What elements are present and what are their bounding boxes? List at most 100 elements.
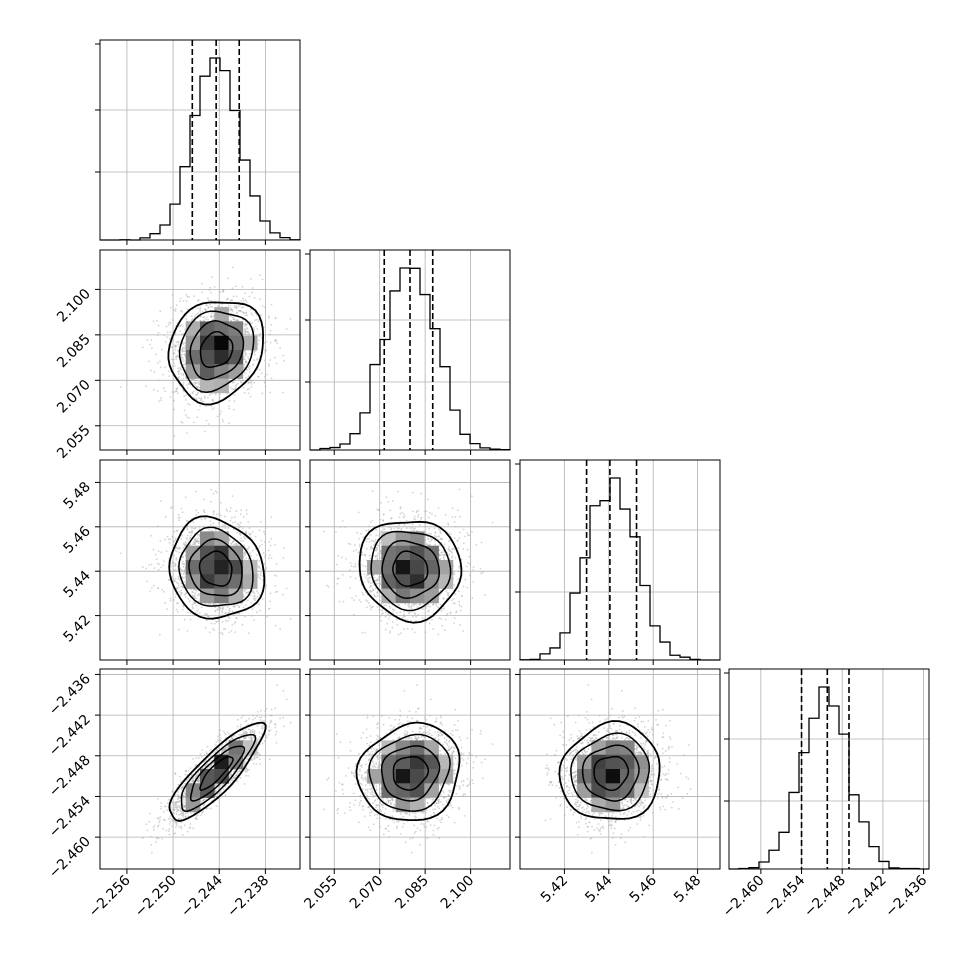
sample-point: [235, 510, 238, 513]
density-block: [214, 378, 229, 394]
sample-point: [217, 305, 219, 307]
x-tick-label: −2.436: [882, 872, 930, 920]
sample-point: [174, 348, 177, 351]
sample-point: [179, 297, 182, 300]
sample-point: [159, 540, 162, 542]
sample-point: [179, 330, 182, 332]
sample-point: [273, 574, 276, 576]
sample-point: [351, 597, 353, 599]
sample-point: [241, 285, 244, 288]
sample-point: [184, 399, 187, 401]
sample-point: [162, 564, 165, 567]
sample-point: [233, 400, 236, 402]
sample-point: [152, 584, 155, 587]
sample-point: [472, 569, 474, 571]
sample-point: [210, 392, 213, 395]
sample-point: [369, 576, 371, 579]
sample-point: [378, 534, 381, 537]
sample-point: [173, 530, 176, 533]
sample-point: [181, 534, 184, 537]
sample-point: [408, 612, 411, 614]
sample-point: [261, 543, 263, 546]
sample-point: [186, 432, 189, 434]
sample-point: [180, 421, 182, 423]
sample-point: [240, 306, 243, 309]
density-block: [200, 350, 215, 365]
sample-point: [240, 380, 243, 383]
sample-point: [171, 391, 174, 394]
sample-point: [178, 551, 181, 554]
density-block: [200, 588, 215, 604]
sample-point: [268, 549, 270, 552]
sample-point: [389, 607, 391, 609]
sample-point: [166, 336, 168, 338]
sample-point: [197, 537, 200, 540]
sample-point: [186, 379, 189, 382]
sample-point: [439, 529, 441, 532]
scatter-panel: 5.425.445.465.48: [60, 459, 301, 665]
sample-point: [200, 315, 202, 317]
sample-point: [217, 618, 220, 621]
sample-point: [169, 566, 172, 568]
sample-point: [220, 305, 223, 308]
sample-point: [194, 543, 197, 545]
sample-point: [263, 530, 265, 533]
sample-point: [228, 631, 231, 634]
sample-point: [269, 600, 271, 603]
sample-point: [276, 590, 278, 593]
sample-point: [183, 353, 186, 356]
sample-point: [205, 619, 208, 622]
sample-point: [417, 515, 419, 518]
sample-point: [391, 608, 394, 611]
sample-point: [240, 509, 243, 512]
sample-point: [283, 360, 285, 362]
sample-point: [246, 388, 249, 391]
sample-point: [268, 541, 270, 543]
sample-point: [382, 525, 385, 528]
sample-point: [269, 359, 271, 361]
sample-point: [182, 381, 185, 384]
sample-point: [185, 300, 188, 303]
sample-point: [256, 611, 258, 614]
panel-frame: [99, 459, 301, 661]
sample-point: [174, 308, 177, 311]
sample-point: [260, 520, 262, 523]
sample-point: [182, 383, 185, 386]
sample-point: [448, 532, 450, 535]
sample-point: [270, 516, 273, 518]
sample-point: [151, 587, 153, 589]
sample-point: [149, 590, 151, 592]
sample-point: [451, 507, 454, 510]
sample-point: [327, 585, 330, 588]
sample-point: [119, 552, 122, 555]
sample-point: [175, 557, 178, 559]
sample-point: [245, 557, 248, 560]
sample-point: [275, 575, 278, 577]
sample-point: [198, 381, 201, 384]
panel-frame: [99, 39, 301, 241]
sample-point: [270, 303, 273, 306]
sample-point: [447, 522, 449, 525]
sample-point: [375, 534, 378, 537]
sample-point: [249, 352, 251, 355]
sample-point: [244, 314, 247, 317]
sample-point: [268, 315, 270, 318]
sample-point: [201, 291, 204, 294]
sample-point: [185, 318, 188, 320]
density-block: [185, 560, 201, 575]
sample-point: [171, 365, 174, 367]
sample-point: [192, 520, 195, 523]
sample-point: [224, 524, 227, 527]
sample-point: [258, 529, 261, 532]
sample-point: [459, 609, 462, 612]
sample-point: [220, 514, 223, 517]
sample-point: [250, 381, 253, 383]
sample-point: [203, 525, 205, 528]
sample-point: [256, 554, 258, 556]
sample-point: [260, 572, 262, 575]
sample-point: [210, 405, 213, 408]
sample-point: [244, 292, 247, 295]
sample-point: [220, 609, 223, 612]
sample-point: [243, 552, 246, 555]
sample-point: [234, 386, 237, 389]
